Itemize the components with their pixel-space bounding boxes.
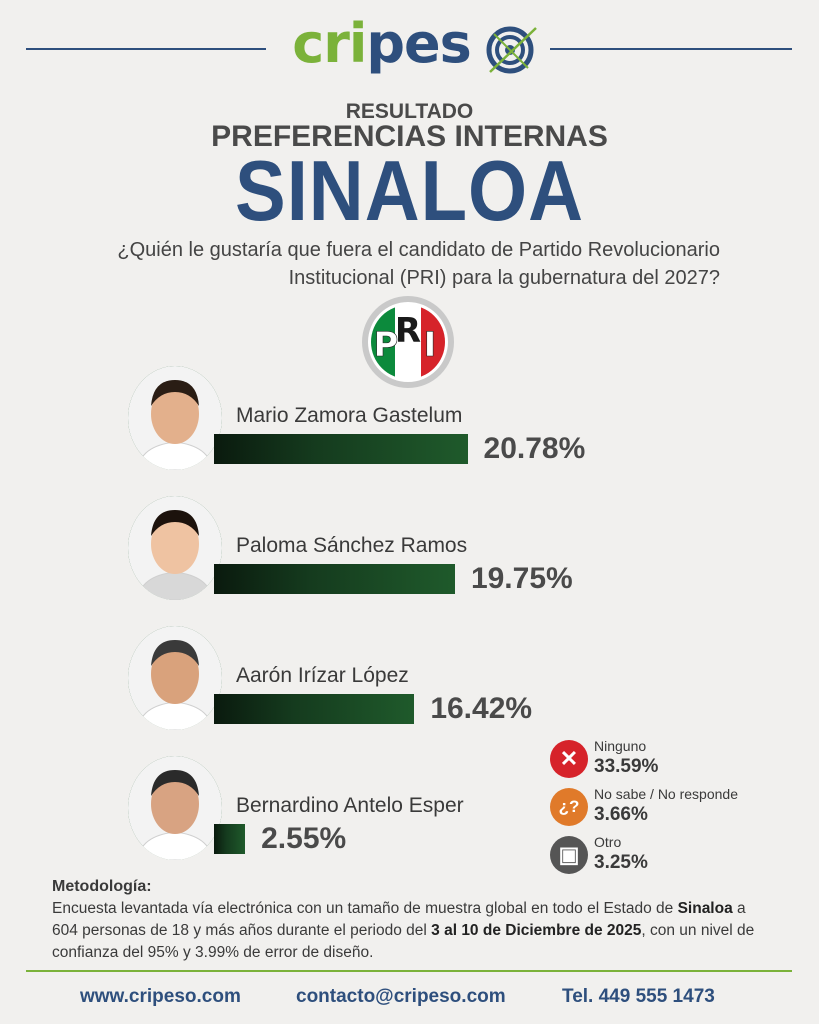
other-response-label: Ninguno [594, 738, 647, 754]
question-mark-icon: ¿? [550, 788, 588, 826]
methodology-bold-1: Sinaloa [677, 900, 733, 917]
other-response-label: Otro [594, 834, 622, 850]
survey-question: ¿Quién le gustaría que fuera el candidat… [60, 236, 720, 292]
header-rule-right [550, 48, 792, 50]
footer-website-link[interactable]: www.cripeso.com [80, 986, 241, 1007]
candidate-photo [128, 626, 222, 730]
candidate-name: Bernardino Antelo Esper [236, 794, 464, 817]
brand-logo: cripes [0, 12, 819, 75]
candidate-name: Aarón Irízar López [236, 664, 409, 687]
other-response-percentage: 3.25% [594, 852, 648, 873]
pri-letter-r: R [395, 311, 421, 351]
methodology-text-2: a 604 personas de 18 y más años durante … [52, 900, 746, 939]
brand-logo-part1: cri [292, 12, 367, 75]
pri-letter-i: I [424, 325, 437, 365]
methodology-text-3: , con un nivel de confianza del 95% y 3.… [52, 922, 755, 961]
candidate-bar [214, 694, 415, 724]
candidate-bar [214, 824, 246, 854]
x-mark-icon: ✕ [550, 740, 588, 778]
candidate-percentage: 19.75% [470, 562, 573, 595]
candidate-percentage: 16.42% [430, 692, 533, 725]
pri-party-logo: P R I [360, 294, 456, 395]
candidate-percentage: 2.55% [261, 822, 347, 855]
header-subtitle: PREFERENCIAS INTERNAS [211, 120, 608, 153]
candidate-photo [128, 496, 222, 600]
other-response-percentage: 33.59% [594, 756, 659, 777]
methodology-bold-2: 3 al 10 de Diciembre de 2025 [431, 922, 642, 939]
candidate-bar [214, 434, 468, 464]
methodology-text-1: Encuesta levantada vía electrónica con u… [52, 900, 678, 917]
crosshair-target-icon [484, 20, 540, 85]
footer-divider [26, 970, 792, 972]
methodology-section: Metodología: Encuesta levantada vía elec… [52, 876, 774, 964]
pri-letter-p: P [374, 325, 399, 365]
candidate-photo [128, 756, 222, 860]
candidate-name: Paloma Sánchez Ramos [236, 534, 468, 557]
methodology-title: Metodología: [52, 878, 152, 895]
ballot-box-icon: ▣ [550, 836, 588, 874]
brand-logo-part2: pes [366, 12, 471, 75]
candidate-bar [214, 564, 455, 594]
candidate-percentage: 20.78% [483, 432, 586, 465]
other-response-percentage: 3.66% [594, 804, 648, 825]
other-response-label: No sabe / No responde [594, 786, 738, 802]
header-kicker: RESULTADO [345, 100, 474, 123]
candidate-name: Mario Zamora Gastelum [236, 404, 463, 427]
survey-question-line1: ¿Quién le gustaría que fuera el candidat… [117, 239, 720, 261]
footer-email-link[interactable]: contacto@cripeso.com [296, 986, 506, 1007]
header-rule-left [26, 48, 266, 50]
candidate-photo [128, 366, 222, 470]
footer-phone[interactable]: Tel. 449 555 1473 [562, 986, 715, 1007]
page-title: SINALOA [235, 143, 584, 240]
survey-question-line2: Institucional (PRI) para la gubernatura … [288, 267, 720, 289]
